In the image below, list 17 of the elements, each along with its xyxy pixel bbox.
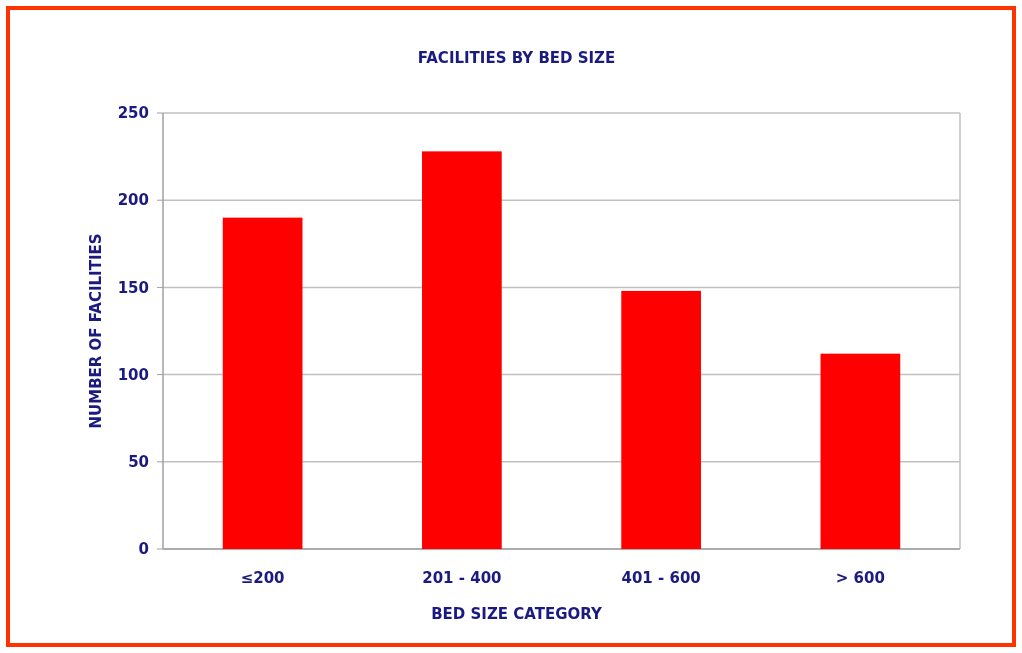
y-tick-label: 100 <box>117 365 149 384</box>
y-tick-label: 50 <box>128 453 149 472</box>
y-tick-label: 0 <box>138 540 149 559</box>
x-tick-label: ≤200 <box>240 569 285 587</box>
y-axis-title: NUMBER OF FACILITIES <box>87 233 105 429</box>
y-tick-label: 250 <box>117 104 149 123</box>
bar <box>422 151 502 549</box>
bar <box>621 290 701 549</box>
y-tick-label: 150 <box>117 278 149 297</box>
chart-title: FACILITIES BY BED SIZE <box>417 49 616 67</box>
bar <box>820 353 901 549</box>
x-tick-label: 201 - 400 <box>422 569 502 587</box>
bar <box>222 217 303 549</box>
x-tick-label: 401 - 600 <box>621 569 701 587</box>
y-tick-label: 200 <box>117 191 149 210</box>
x-axis-title: BED SIZE CATEGORY <box>431 605 603 623</box>
x-tick-label: > 600 <box>835 569 885 587</box>
